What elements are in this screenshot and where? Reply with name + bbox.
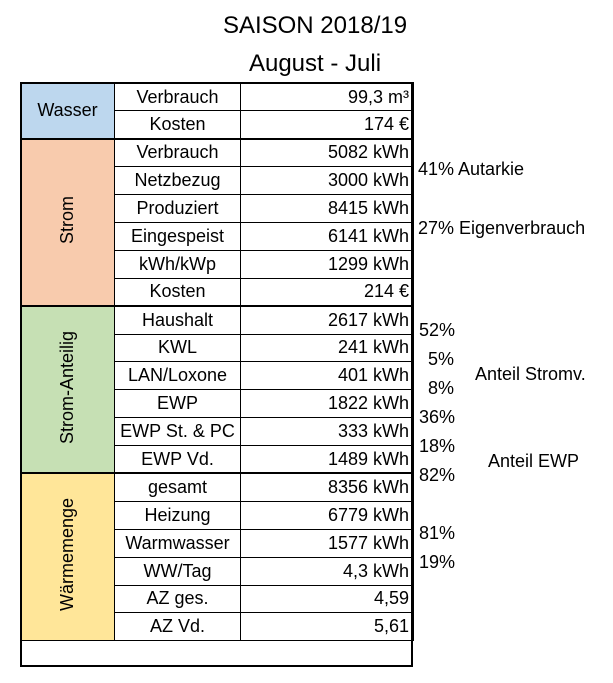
row-value: 6779 kWh (240, 500, 414, 530)
note-anteil-stromv: Anteil Stromv. (475, 364, 586, 384)
row-label: Verbrauch (114, 82, 241, 112)
table-row: Warmwasser 1577 kWh (21, 528, 414, 558)
row-label: Produziert (114, 194, 241, 223)
table-row: kWh/kWp 1299 kWh (21, 249, 414, 279)
pct-ewp: 36% (419, 407, 456, 427)
table-row: AZ Vd. 5,61 (21, 612, 414, 642)
note-autarkie: 41% Autarkie (418, 159, 525, 179)
note-anteil-ewp: Anteil EWP (488, 451, 580, 471)
table-row: Kosten 174 € (21, 110, 414, 140)
group-label-strom: Strom (20, 137, 115, 307)
table-row: KWL 241 kWh (21, 333, 414, 363)
row-value: 1299 kWh (240, 249, 414, 279)
row-value: 401 kWh (240, 361, 414, 391)
group-label-waermemenge: Wärmemenge (20, 472, 115, 642)
row-label: gesamt (114, 472, 241, 502)
row-label: Warmwasser (114, 528, 241, 558)
row-label: Eingespeist (114, 221, 241, 251)
table-row: EWP St. & PC 333 kWh (21, 417, 414, 447)
row-label: Netzbezug (114, 166, 241, 196)
pct-ewp-vd: 82% (419, 465, 456, 485)
row-value: 5,61 (240, 612, 414, 642)
row-value: 99,3 m³ (240, 82, 414, 112)
row-value: 1822 kWh (240, 389, 414, 419)
row-label: EWP (114, 389, 241, 419)
row-label: EWP Vd. (114, 445, 241, 474)
table-row: AZ ges. 4,59 (21, 584, 414, 614)
row-value: 4,3 kWh (240, 556, 414, 586)
table-row: Eingespeist 6141 kWh (21, 221, 414, 251)
group-label-text: Strom (57, 195, 77, 244)
row-value: 8356 kWh (240, 472, 414, 502)
row-value: 1577 kWh (240, 528, 414, 558)
group-label-text: Wärmemenge (57, 498, 77, 612)
row-value: 174 € (240, 110, 414, 140)
row-value: 6141 kWh (240, 221, 414, 251)
row-label: EWP St. & PC (114, 417, 241, 447)
row-label: KWL (114, 333, 241, 363)
note-eigenverbrauch: 27% Eigenverbrauch (418, 218, 586, 238)
table-row: Netzbezug 3000 kWh (21, 166, 414, 196)
row-label: Kosten (114, 110, 241, 140)
row-value: 5082 kWh (240, 137, 414, 168)
row-label: AZ Vd. (114, 612, 241, 642)
table-row: Produziert 8415 kWh (21, 194, 414, 223)
row-value: 1489 kWh (240, 445, 414, 474)
table-row: LAN/Loxone 401 kWh (21, 361, 414, 391)
row-value: 4,59 (240, 584, 414, 614)
row-value: 2617 kWh (240, 305, 414, 335)
row-label: Haushalt (114, 305, 241, 335)
pct-ewp-st-pc: 18% (419, 436, 456, 456)
table-row: WW/Tag 4,3 kWh (21, 556, 414, 586)
group-label-text: Strom-Anteilig (57, 330, 77, 444)
row-label: AZ ges. (114, 584, 241, 614)
row-value: 241 kWh (240, 333, 414, 363)
table-row: Kosten 214 € (21, 277, 414, 307)
row-label: Verbrauch (114, 137, 241, 168)
row-value: 333 kWh (240, 417, 414, 447)
season-table: Wasser Verbrauch 99,3 m³ Kosten 174 € St… (20, 82, 414, 642)
pct-warmwasser: 19% (419, 552, 456, 572)
row-label: kWh/kWp (114, 249, 241, 279)
pct-heizung: 81% (419, 523, 456, 543)
table-row: Strom Verbrauch 5082 kWh (20, 137, 414, 307)
row-value: 3000 kWh (240, 166, 414, 196)
row-label: Heizung (114, 500, 241, 530)
table-row: Wasser Verbrauch 99,3 m³ (20, 82, 414, 140)
row-value: 8415 kWh (240, 194, 414, 223)
row-label: Kosten (114, 277, 241, 307)
group-label-strom-anteilig: Strom-Anteilig (20, 305, 115, 474)
table-row: Heizung 6779 kWh (21, 500, 414, 530)
table-row: Strom-Anteilig Haushalt 2617 kWh (20, 305, 414, 474)
row-value: 214 € (240, 277, 414, 307)
pct-kwl: 5% (428, 349, 455, 369)
row-label: WW/Tag (114, 556, 241, 586)
pct-haushalt: 52% (419, 320, 456, 340)
pct-lan-loxone: 8% (428, 378, 455, 398)
page-subtitle: August - Juli (248, 50, 382, 77)
row-label: LAN/Loxone (114, 361, 241, 391)
table-row: Wärmemenge gesamt 8356 kWh (20, 472, 414, 642)
page-title: SAISON 2018/19 (222, 12, 408, 39)
group-label-wasser: Wasser (20, 82, 115, 140)
